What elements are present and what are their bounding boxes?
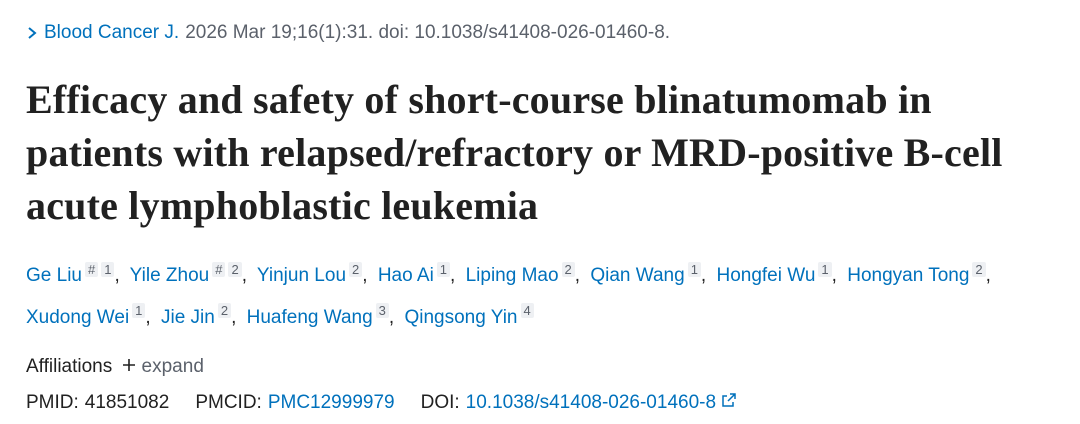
doi-label: DOI: xyxy=(420,391,460,413)
author-name[interactable]: Huafeng Wang xyxy=(246,306,373,328)
affiliations: Affiliations expand xyxy=(26,352,1080,382)
author: Qingsong Yin 4 xyxy=(404,303,534,328)
author: Hongyan Tong 2 xyxy=(847,262,996,287)
pmcid-label: PMCID: xyxy=(195,391,262,413)
citation: Blood Cancer J. 2026 Mar 19;16(1):31. do… xyxy=(26,18,1080,48)
author-name[interactable]: Yile Zhou xyxy=(129,265,210,287)
article-title: Efficacy and safety of short-course blin… xyxy=(26,77,1003,228)
affiliation-number: 2 xyxy=(972,262,986,277)
author: Hongfei Wu 1 xyxy=(716,262,842,287)
doi-link[interactable]: 10.1038/s41408-026-01460-8 xyxy=(466,392,738,414)
affiliation-number: 4 xyxy=(520,303,534,319)
pmid: 41851082 xyxy=(84,391,170,413)
author: Yinjun Lou 2 xyxy=(256,262,373,287)
pmcid-link[interactable]: PMC12999979 xyxy=(267,391,395,413)
author-name[interactable]: Ge Liu xyxy=(26,265,82,287)
author: Qian Wang 1 xyxy=(590,262,711,287)
author: Xudong Wei 1 xyxy=(26,303,156,328)
citation-details: 2026 Mar 19;16(1):31. doi: 10.1038/s4140… xyxy=(185,22,671,43)
author-name[interactable]: Liping Mao xyxy=(465,265,559,287)
author-name[interactable]: Hongyan Tong xyxy=(847,265,970,287)
author: Jie Jin 2 xyxy=(160,303,241,328)
journal-link[interactable]: Blood Cancer J. xyxy=(44,22,180,43)
affiliation-number: 1 xyxy=(818,262,832,277)
expand-toggle[interactable]: expand xyxy=(122,356,204,378)
affiliation-number: 1 xyxy=(436,262,451,277)
author-name[interactable]: Qingsong Yin xyxy=(404,306,518,328)
affiliation-number: 1 xyxy=(132,303,146,319)
author: Hao Ai 1 xyxy=(377,262,460,287)
author-name[interactable]: Qian Wang xyxy=(590,265,685,287)
affiliation-number: 2 xyxy=(228,262,242,277)
author: Ge Liu #1 xyxy=(26,262,125,287)
doi[interactable]: 10.1038/s41408-026-01460-8 xyxy=(465,391,717,413)
author-name[interactable]: Jie Jin xyxy=(160,306,215,328)
affiliation-number: 1 xyxy=(101,262,115,277)
author-name[interactable]: Hongfei Wu xyxy=(716,265,816,287)
affiliation-number: 3 xyxy=(375,303,389,319)
affiliation-number: 2 xyxy=(349,262,363,277)
identifiers: PMID: 41851082 PMCID: PMC12999979 DOI: 1… xyxy=(26,388,1080,418)
expand-label[interactable]: expand xyxy=(141,355,204,377)
affiliation-number: 2 xyxy=(217,303,232,319)
author-name[interactable]: Hao Ai xyxy=(377,265,434,287)
author-name[interactable]: Yinjun Lou xyxy=(256,265,347,287)
external-link-icon xyxy=(722,392,737,407)
chevron-icon xyxy=(28,27,37,39)
pmid-label: PMID: xyxy=(26,391,79,413)
author: Liping Mao 2 xyxy=(465,262,585,287)
author: Yile Zhou #2 xyxy=(129,262,252,287)
equal-contrib-mark: # xyxy=(84,262,99,277)
plus-icon xyxy=(123,358,136,371)
author-name[interactable]: Xudong Wei xyxy=(26,306,130,328)
affiliation-number: 1 xyxy=(687,262,701,277)
affiliations-label: Affiliations xyxy=(26,355,113,377)
author: Huafeng Wang 3 xyxy=(246,303,399,328)
affiliation-number: 2 xyxy=(561,262,575,277)
equal-contrib-mark: # xyxy=(212,262,226,277)
